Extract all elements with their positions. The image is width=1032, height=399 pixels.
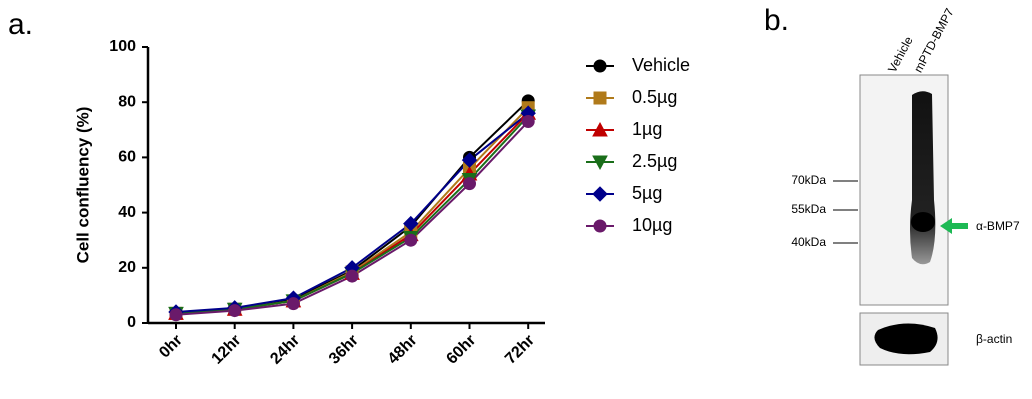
x-tick-label: 12hr [209,332,245,368]
marker-label: 40kDa [791,235,826,249]
blot-band [911,212,935,232]
blot-band [910,91,935,264]
legend-label: 1µg [632,119,662,139]
loading-label: β-actin [976,332,1012,346]
figure: a. b. Cell confluency (%) 0 20 40 60 80 100 0h… [0,0,1032,394]
marker [229,305,241,317]
actin-band [874,323,937,354]
y-tick-label: 80 [118,93,136,110]
marker [594,60,606,72]
x-tick-label: 60hr [443,332,479,368]
legend-label: Vehicle [632,55,690,75]
y-tick-label: 20 [118,259,136,276]
x-tick-label: 24hr [267,332,303,368]
marker [346,270,358,282]
series-line [176,116,528,313]
lane-label: mPTD-BMP7 [911,6,957,75]
x-tick-label: 0hr [156,332,186,362]
marker [594,92,606,104]
legend-label: 5µg [632,183,662,203]
y-tick-label: 60 [118,149,136,166]
x-tick-label: 72hr [502,332,538,368]
series-line [176,113,528,313]
marker [170,309,182,321]
y-tick-label: 40 [118,204,136,221]
legend-label: 10µg [632,215,672,235]
blot-membrane [860,75,948,305]
marker [464,178,476,190]
marker [522,116,534,128]
legend-label: 2.5µg [632,151,677,171]
y-tick-label: 100 [109,38,136,55]
x-tick-label: 48hr [385,332,421,368]
marker [287,298,299,310]
marker [594,220,606,232]
y-axis-title: Cell confluency (%) [73,107,92,264]
panel-label: a. [8,8,33,41]
target-label: α-BMP7 [976,219,1020,233]
marker-label: 55kDa [791,202,826,216]
marker-label: 70kDa [791,173,826,187]
panel-label: b. [764,4,789,37]
x-tick-label: 36hr [326,332,362,368]
plot: 0 20 40 60 80 100 0hr 12hr 24hr 36hr 48hr 60hr 72hr V… [109,38,690,368]
marker [593,187,607,201]
marker [405,234,417,246]
legend-label: 0.5µg [632,87,677,107]
y-tick-label: 0 [127,314,136,331]
